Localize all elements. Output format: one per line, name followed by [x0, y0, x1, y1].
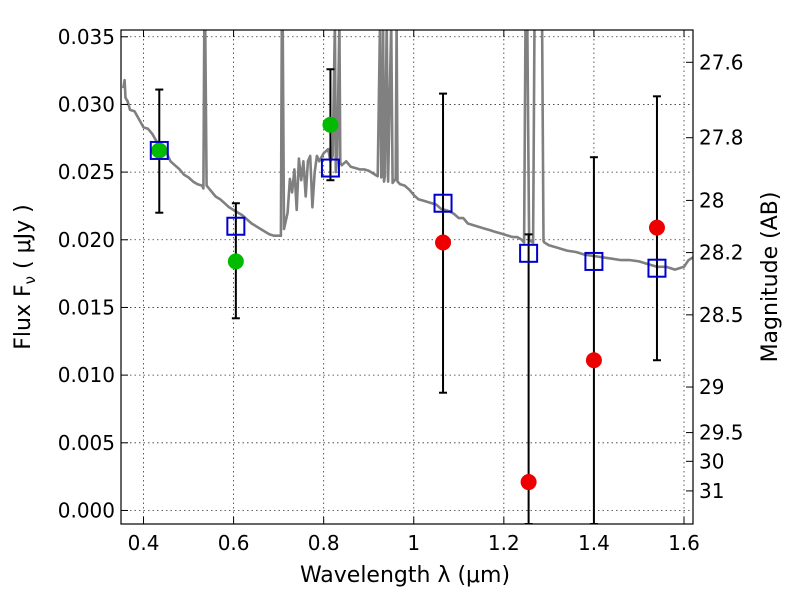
- y-tick-label: 0.035: [58, 25, 115, 49]
- model-box-point: [433, 193, 453, 213]
- nondetection-point: [648, 219, 665, 236]
- detection-point: [322, 116, 339, 133]
- right-tick-label: 28: [699, 188, 724, 212]
- plot-frame: [120, 29, 694, 525]
- model-box-point: [519, 243, 539, 263]
- x-tick-label: 1.6: [668, 531, 700, 555]
- right-tick-label: 28.5: [699, 303, 744, 327]
- model-box-point: [584, 251, 604, 271]
- axis-ticks: [121, 30, 693, 524]
- y-tick-label: 0.020: [58, 228, 115, 252]
- x-tick-label: 0.6: [218, 531, 250, 555]
- y-tick-label: 0.030: [58, 92, 115, 116]
- y-tick-label: 0.005: [58, 431, 115, 455]
- right-tick-label: 29.5: [699, 421, 744, 445]
- y-axis-title-unit: ( μJy ): [11, 204, 36, 276]
- right-tick-label: 29: [699, 375, 724, 399]
- right-tick-label: 27.6: [699, 50, 744, 74]
- nondetection-point: [435, 234, 452, 251]
- right-axis-title: Magnitude (AB): [758, 192, 783, 363]
- x-axis-title: Wavelength λ (μm): [300, 563, 510, 588]
- series-layer: [122, 30, 693, 524]
- model-box-point: [647, 258, 667, 278]
- model-box-point: [320, 158, 340, 178]
- x-tick-label: 1.4: [578, 531, 610, 555]
- x-tick-label: 1: [407, 531, 420, 555]
- y-axis-title-subscript: ν: [21, 276, 39, 284]
- x-tick-label: 1.2: [488, 531, 520, 555]
- plot-background: [121, 30, 693, 524]
- nondetection-point: [585, 352, 602, 369]
- grid: [121, 30, 693, 524]
- x-tick-label: 0.4: [128, 531, 160, 555]
- detection-point: [227, 253, 244, 270]
- model-box-point: [226, 216, 246, 236]
- right-tick-label: 31: [699, 479, 724, 503]
- model-box-point: [149, 140, 169, 160]
- y-tick-label: 0.015: [58, 295, 115, 319]
- y-tick-label: 0.025: [58, 160, 115, 184]
- right-tick-label: 27.8: [699, 126, 744, 150]
- detection-point: [151, 142, 168, 159]
- x-tick-label: 0.8: [308, 531, 340, 555]
- y-axis-title: Flux Fν ( μJy ): [11, 204, 39, 349]
- template-spectrum-line: [122, 30, 693, 271]
- right-tick-label: 30: [699, 449, 724, 473]
- y-axis-title-main: Flux F: [11, 284, 36, 349]
- y-tick-label: 0.010: [58, 363, 115, 387]
- tick-labels: 0.4 0.6 0.8 1 1.2 1.4 1.6 0.000 0.005 0.010 0.015 0…: [58, 25, 744, 555]
- nondetection-point: [520, 474, 537, 491]
- y-tick-label: 0.000: [58, 498, 115, 522]
- right-tick-label: 28.2: [699, 241, 744, 265]
